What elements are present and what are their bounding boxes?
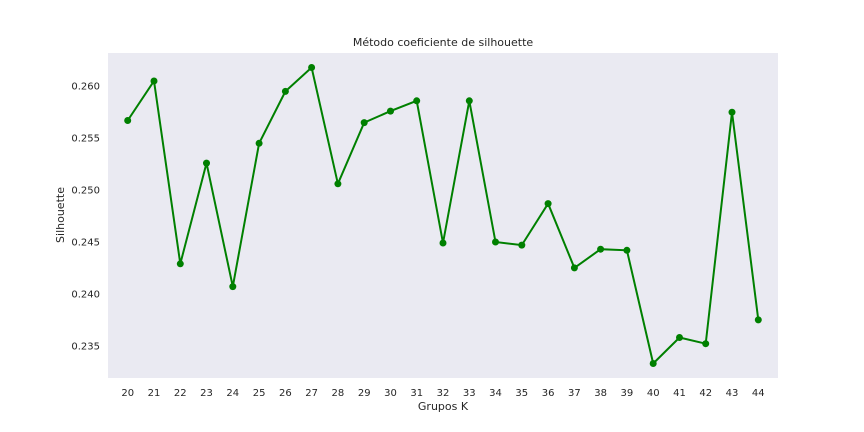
chart-title: Método coeficiente de silhouette [353,36,534,49]
x-tick-label: 22 [174,388,187,399]
data-point [176,260,184,268]
data-point [334,180,342,188]
x-tick-label: 42 [699,388,712,399]
x-tick-label: 38 [594,388,607,399]
data-point [649,360,657,367]
data-point [439,239,447,247]
data-point [308,64,316,71]
y-tick-label: 0.245 [71,238,100,249]
data-point [518,241,526,249]
data-point [124,117,132,124]
data-point [255,139,263,147]
y-tick-label: 0.235 [71,341,100,352]
x-tick-label: 29 [358,388,371,399]
x-tick-label: 30 [384,388,397,399]
data-point [492,238,499,246]
x-axis-label: Grupos K [418,400,469,413]
y-tick-label: 0.255 [71,134,100,145]
x-axis-ticks: 20 21 22 23 24 25 26 27 28 29 30 31 32 33 34 35 36 37 38 39… [121,388,764,399]
data-point [465,97,473,105]
data-point [570,264,578,272]
x-tick-label: 40 [647,388,660,399]
x-tick-label: 26 [279,388,292,399]
x-tick-label: 44 [752,388,765,399]
data-point [387,107,394,115]
data-point [150,77,158,85]
data-point [728,108,736,116]
x-tick-label: 32 [437,388,450,399]
x-tick-label: 23 [200,388,213,399]
y-tick-label: 0.240 [71,289,100,300]
data-point [676,334,683,341]
series-points [124,64,762,367]
x-tick-label: 33 [463,388,476,399]
plot-area [108,53,778,378]
data-point [360,119,368,127]
y-tick-label: 0.250 [71,186,100,197]
data-point [702,340,710,348]
x-tick-label: 36 [542,388,555,399]
x-tick-label: 20 [121,388,134,399]
y-axis-ticks: 0.235 0.240 0.245 0.250 0.255 0.260 [71,82,100,353]
x-tick-label: 21 [148,388,161,399]
data-point [754,316,762,324]
x-tick-label: 43 [726,388,739,399]
data-point [544,200,552,208]
data-point [597,245,605,253]
y-tick-label: 0.260 [71,82,100,93]
x-tick-label: 37 [568,388,581,399]
x-tick-label: 35 [515,388,528,399]
x-tick-label: 34 [489,388,502,399]
x-tick-label: 28 [332,388,345,399]
x-tick-label: 24 [226,388,239,399]
x-tick-label: 27 [305,388,318,399]
data-point [413,97,421,105]
data-point [203,159,210,167]
x-tick-label: 41 [673,388,686,399]
data-point [281,87,289,95]
x-tick-label: 39 [621,388,634,399]
y-axis-label: Silhouette [54,187,67,243]
x-tick-label: 31 [410,388,423,399]
x-tick-label: 25 [253,388,266,399]
data-point [623,246,631,254]
data-point [229,283,237,291]
